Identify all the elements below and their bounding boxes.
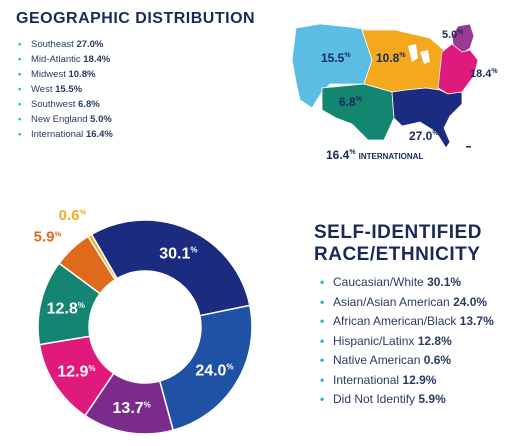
- divider-mark: [466, 146, 471, 148]
- geo-item-value: 6.8%: [78, 99, 100, 110]
- map-label-southeast: 27.0%: [409, 129, 439, 143]
- geo-item-label: Midwest: [31, 69, 66, 80]
- bullet-icon: •: [320, 314, 325, 328]
- race-item-label: Native American: [333, 353, 421, 367]
- geo-item-label: International: [31, 129, 84, 140]
- race-title-line1: SELF-IDENTIFIED: [314, 222, 482, 243]
- geo-list-item: • New England 5.0%: [18, 112, 113, 127]
- map-region-mid-atlantic: [437, 43, 479, 95]
- slice-asian-american: [158, 304, 253, 432]
- donut-data-label: 13.7%: [113, 400, 151, 417]
- lake-huron: [420, 50, 430, 64]
- race-list-item: • International 12.9%: [320, 371, 494, 391]
- race-item-value: 24.0%: [453, 294, 488, 309]
- slice-native-american: [87, 233, 119, 281]
- race-list-item: • African American/Black 13.7%: [320, 312, 494, 332]
- map-label-mid-atlantic: 18.4%: [470, 68, 498, 80]
- geo-item-value: 5.0%: [90, 114, 112, 125]
- donut-chart: [37, 219, 253, 435]
- geo-item-value: 27.0%: [76, 39, 104, 50]
- bullet-icon: •: [18, 69, 22, 80]
- geo-item-label: Southeast: [31, 39, 74, 50]
- race-list-item: • Did Not Identify 5.9%: [320, 390, 494, 410]
- map-label-midwest: 10.8%: [376, 51, 406, 65]
- slice-caucasian-white: [90, 219, 251, 317]
- race-item-value: 13.7%: [459, 314, 494, 328]
- donut-data-label: 0.6%: [59, 207, 87, 224]
- race-item-value: 30.1%: [427, 275, 462, 289]
- bullet-icon: •: [320, 353, 325, 367]
- donut-data-label: 12.8%: [47, 300, 85, 317]
- map-region-southwest: [321, 83, 395, 141]
- geo-item-value: 15.5%: [55, 84, 83, 95]
- race-item-label: Did Not Identify: [333, 392, 416, 406]
- race-item-value: 5.9%: [418, 392, 446, 406]
- bullet-icon: •: [18, 54, 22, 65]
- donut-labels: 30.1% 24.0% 13.7% 12.9% 12.8% 5.9% 0.6%: [34, 207, 234, 417]
- race-item-label: Caucasian/White: [333, 275, 424, 289]
- race-item-label: International: [333, 372, 400, 387]
- race-item-value: 0.6%: [423, 353, 452, 367]
- geo-list-item: • Southeast 27.0%: [18, 37, 113, 52]
- geo-list-item: • Midwest 10.8%: [18, 67, 113, 82]
- race-legend-list: • Caucasian/White 30.1% • Asian/Asian Amer…: [320, 273, 494, 410]
- map-label-new-england: 5.0%: [442, 29, 464, 41]
- map-label-international: 16.4% INTERNATIONAL: [326, 148, 423, 162]
- race-list-item: • Asian/Asian American 24.0%: [320, 293, 494, 313]
- bullet-icon: •: [18, 84, 22, 95]
- geo-item-label: West: [31, 84, 53, 95]
- map-region-midwest: [361, 29, 447, 93]
- geo-list-item: • International 16.4%: [18, 127, 113, 142]
- race-item-label: African American/Black: [333, 314, 457, 328]
- donut-data-label: 12.9%: [57, 364, 95, 381]
- donut-data-label: 24.0%: [195, 362, 233, 379]
- geo-list-item: • Southwest 6.8%: [18, 97, 113, 112]
- bullet-icon: •: [18, 99, 22, 110]
- bullet-icon: •: [320, 294, 325, 309]
- geo-list-item: • West 15.5%: [18, 82, 113, 97]
- us-map: [291, 23, 479, 149]
- race-title-line2: RACE/ETHNICITY: [314, 244, 481, 265]
- map-region-west: [291, 23, 373, 109]
- bullet-icon: •: [18, 114, 22, 125]
- race-item-value: 12.9%: [402, 372, 437, 387]
- bullet-icon: •: [320, 333, 325, 348]
- race-title: SELF-IDENTIFIED RACE/ETHNICITY: [314, 222, 482, 266]
- geo-item-label: Mid-Atlantic: [31, 54, 81, 65]
- lake-michigan: [408, 44, 418, 62]
- map-labels: 15.5% 10.8% 5.0% 18.4% 6.8% 27.0% 16.4% I…: [321, 29, 498, 162]
- geo-legend-list: • Southeast 27.0% • Mid-Atlantic 18.4% • Mi…: [18, 37, 113, 142]
- geo-item-value: 10.8%: [68, 69, 96, 80]
- race-list-item: • Hispanic/Latinx 12.8%: [320, 332, 494, 352]
- donut-data-label: 5.9%: [34, 229, 62, 246]
- map-label-southwest: 6.8%: [339, 95, 363, 109]
- race-item-label: Hispanic/Latinx: [333, 333, 415, 348]
- race-item-value: 12.8%: [417, 333, 452, 348]
- bullet-icon: •: [320, 372, 325, 387]
- race-list-item: • Caucasian/White 30.1%: [320, 273, 494, 293]
- race-item-label: Asian/Asian American: [333, 294, 450, 309]
- race-list-item: • Native American 0.6%: [320, 351, 494, 371]
- bullet-icon: •: [18, 129, 22, 140]
- bullet-icon: •: [18, 39, 22, 50]
- geo-item-value: 16.4%: [85, 129, 113, 140]
- geo-item-value: 18.4%: [83, 54, 111, 65]
- geo-item-label: Southwest: [31, 99, 76, 110]
- map-label-west: 15.5%: [321, 51, 351, 65]
- geo-list-item: • Mid-Atlantic 18.4%: [18, 52, 113, 67]
- bullet-icon: •: [320, 392, 325, 406]
- geo-title: GEOGRAPHIC DISTRIBUTION: [16, 10, 256, 27]
- bullet-icon: •: [320, 275, 325, 289]
- map-region-southeast: [391, 87, 463, 149]
- donut-data-label: 30.1%: [159, 245, 197, 262]
- geo-item-label: New England: [31, 114, 88, 125]
